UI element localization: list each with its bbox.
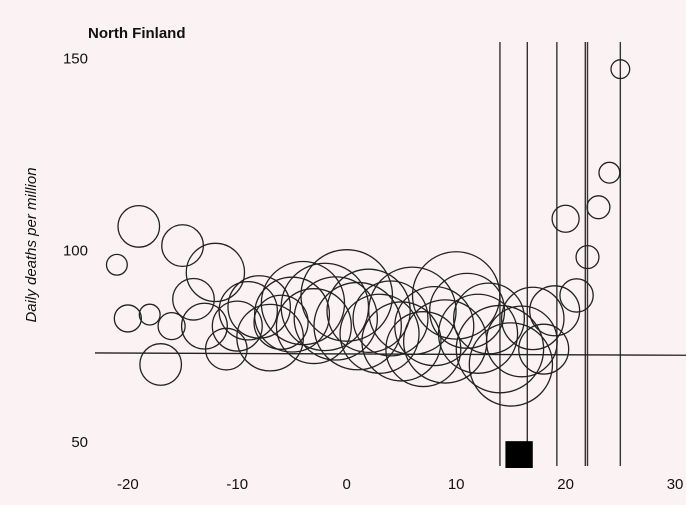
bubble-point-24 xyxy=(339,293,420,374)
y-tick-labels: 50 100 150 xyxy=(63,51,88,451)
bubble-point-31 xyxy=(411,251,501,340)
bubble-point-40 xyxy=(529,285,581,337)
x-tick-label-1: -10 xyxy=(226,476,248,493)
bubble-point-45 xyxy=(598,161,621,184)
x-tick-label-0: -20 xyxy=(117,476,139,493)
bubble-point-38 xyxy=(500,286,565,351)
bubble-point-2 xyxy=(113,304,142,333)
bubble-point-8 xyxy=(180,302,228,350)
bubble-point-37 xyxy=(485,305,558,378)
bubble-point-28 xyxy=(385,311,462,388)
bubbles xyxy=(105,59,631,407)
y-tick-label-0: 50 xyxy=(71,434,88,451)
y-tick-label-1: 100 xyxy=(63,242,88,259)
bubble-point-18 xyxy=(275,288,352,365)
bubble-point-20 xyxy=(293,276,379,361)
bubble-point-46 xyxy=(610,59,631,80)
bubble-point-3 xyxy=(138,303,161,326)
y-tick-label-2: 150 xyxy=(63,51,88,68)
bubble-point-6 xyxy=(161,224,204,268)
bubble-point-29 xyxy=(394,285,475,367)
bubble-point-36 xyxy=(468,322,554,407)
bubble-point-27 xyxy=(368,266,457,356)
y-axis-label: Daily deaths per million xyxy=(23,167,40,322)
bubble-point-33 xyxy=(437,293,519,374)
x-tick-label-5: 30 xyxy=(667,476,684,493)
bubble-point-41 xyxy=(551,204,580,233)
bubble-point-7 xyxy=(172,277,215,321)
bubble-point-1 xyxy=(117,204,161,248)
x-tick-labels: -20 -10 0 10 20 30 xyxy=(117,476,683,493)
x-tick-label-2: 0 xyxy=(343,476,351,493)
bubble-point-43 xyxy=(575,244,600,270)
bubble-point-44 xyxy=(586,195,611,220)
x-tick-label-3: 10 xyxy=(448,476,465,493)
marked-bar xyxy=(505,441,533,468)
chart-title: North Finland xyxy=(88,25,186,42)
bubble-point-25 xyxy=(352,280,429,357)
bubble-point-26 xyxy=(361,301,442,382)
bubble-point-32 xyxy=(429,272,506,349)
bubble-point-15 xyxy=(253,294,309,350)
vertical-lines xyxy=(499,42,622,466)
bubble-point-12 xyxy=(218,281,278,341)
bubble-point-35 xyxy=(455,304,545,394)
bubble-point-42 xyxy=(559,278,594,313)
bubble-point-23 xyxy=(326,268,411,354)
bubble-point-5 xyxy=(157,311,186,341)
bubble-point-9 xyxy=(185,242,246,303)
bubble-point-0 xyxy=(105,253,128,276)
x-tick-label-4: 20 xyxy=(557,476,574,493)
bubble-point-4 xyxy=(139,343,183,386)
bubble-point-11 xyxy=(211,300,263,352)
bubble-point-21 xyxy=(300,249,394,342)
bubble-point-39 xyxy=(518,323,570,375)
marked-bar-rect xyxy=(505,441,533,468)
bubble-point-22 xyxy=(313,281,402,371)
